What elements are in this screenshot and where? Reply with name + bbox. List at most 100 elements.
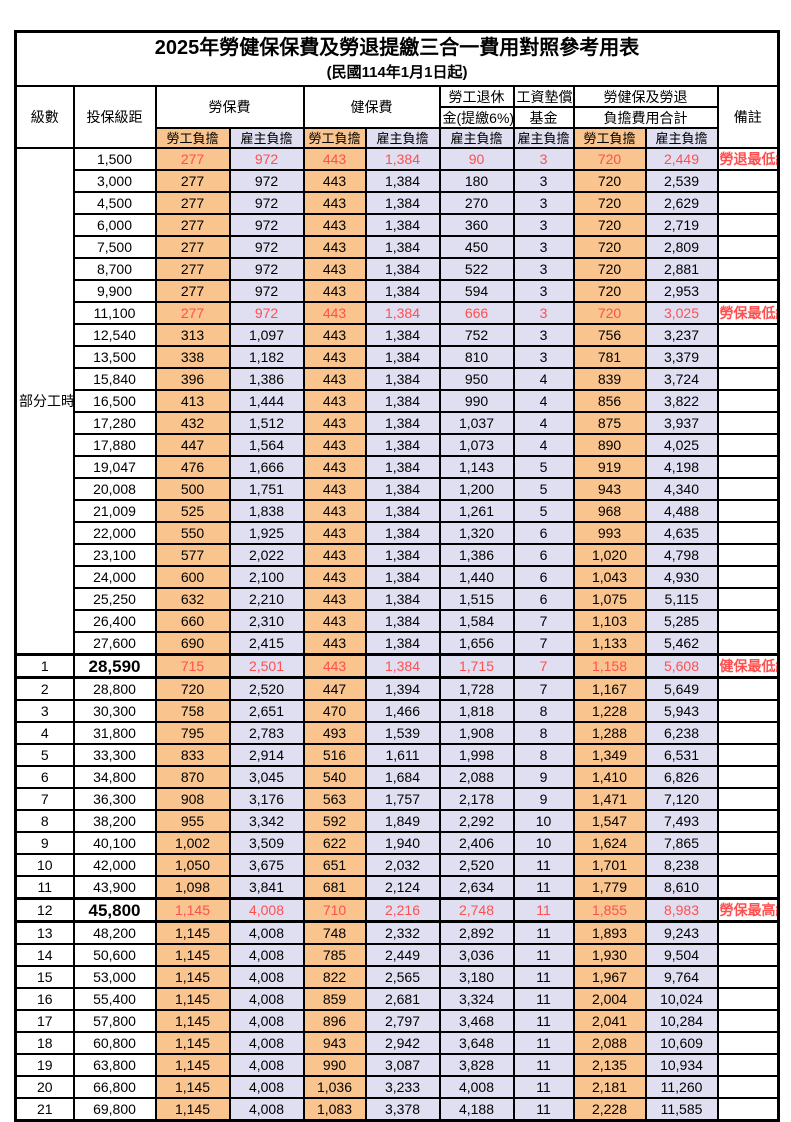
value-cell: 2,088 [438, 765, 515, 789]
value-cell: 1,701 [572, 853, 647, 877]
remark-cell [716, 411, 780, 435]
bracket-cell: 66,800 [72, 1075, 157, 1099]
value-cell: 748 [302, 920, 367, 945]
value-cell: 972 [228, 235, 305, 259]
bracket-cell: 50,600 [72, 943, 157, 967]
value-cell: 795 [154, 721, 231, 745]
table-row: 9 40,100 1,002 3,509 622 1,940 2,406 10 1,624 7,8… [14, 831, 780, 855]
value-cell: 3 [512, 323, 575, 347]
value-cell: 11 [512, 943, 575, 967]
value-cell: 443 [302, 543, 367, 567]
value-cell: 11 [512, 965, 575, 989]
value-cell: 2,228 [572, 1097, 647, 1122]
table-row: 21,009 525 1,838 443 1,384 1,261 5 968 4,488 [16, 499, 780, 523]
value-cell: 2,914 [228, 743, 305, 767]
page-subtitle: (民國114年1月1日起) [326, 64, 468, 81]
value-cell: 3,036 [438, 943, 515, 967]
value-cell: 720 [572, 169, 647, 193]
value-cell: 447 [154, 433, 231, 457]
value-cell: 4 [512, 411, 575, 435]
value-cell: 839 [572, 367, 647, 391]
value-cell: 90 [438, 147, 515, 171]
value-cell: 2,415 [228, 631, 305, 656]
subheader-pension-employer: 雇主負擔 [438, 127, 515, 149]
value-cell: 1,145 [154, 1053, 231, 1077]
remark-cell [716, 609, 780, 633]
value-cell: 690 [154, 631, 231, 656]
value-cell: 450 [438, 235, 515, 259]
value-cell: 1,384 [364, 477, 441, 501]
value-cell: 443 [302, 235, 367, 259]
table-row: 19 63,800 1,145 4,008 990 3,087 3,828 11 2,135 10… [14, 1053, 780, 1077]
value-cell: 2,681 [364, 987, 441, 1011]
remark-cell [716, 433, 780, 457]
value-cell: 1,384 [364, 609, 441, 633]
value-cell: 2,332 [364, 920, 441, 945]
level-cell: 21 [14, 1097, 75, 1122]
table-row: 12,540 313 1,097 443 1,384 752 3 756 3,237 [16, 323, 780, 347]
value-cell: 3,176 [228, 787, 305, 811]
subheader-total-worker: 勞工負擔 [572, 127, 647, 149]
value-cell: 10,024 [644, 987, 719, 1011]
table-row: 5 33,300 833 2,914 516 1,611 1,998 8 1,349 6,531 [14, 743, 780, 767]
value-cell: 943 [572, 477, 647, 501]
value-cell: 2,100 [228, 565, 305, 589]
value-cell: 1,050 [154, 853, 231, 877]
table-row: 3 30,300 758 2,651 470 1,466 1,818 8 1,228 5,943 [14, 699, 780, 723]
value-cell: 1,967 [572, 965, 647, 989]
value-cell: 2,135 [572, 1053, 647, 1077]
bracket-cell: 3,000 [72, 169, 157, 193]
value-cell: 396 [154, 367, 231, 391]
value-cell: 2,748 [438, 897, 515, 923]
premium-reference-table: 2025年勞健保保費及勞退提繳三合一費用對照參考用表 (民國114年1月1日起)… [14, 30, 781, 1122]
value-cell: 443 [302, 323, 367, 347]
level-cell: 10 [14, 853, 75, 877]
value-cell: 1,145 [154, 1009, 231, 1033]
value-cell: 7 [512, 676, 575, 701]
value-cell: 1,512 [228, 411, 305, 435]
value-cell: 550 [154, 521, 231, 545]
bracket-cell: 28,590 [72, 653, 157, 679]
value-cell: 2,310 [228, 609, 305, 633]
value-cell: 1,471 [572, 787, 647, 811]
value-cell: 870 [154, 765, 231, 789]
value-cell: 1,384 [364, 587, 441, 611]
remark-cell [716, 965, 780, 989]
value-cell: 1,384 [364, 653, 441, 679]
level-cell: 13 [14, 920, 75, 945]
value-cell: 632 [154, 587, 231, 611]
value-cell: 1,384 [364, 367, 441, 391]
value-cell: 443 [302, 279, 367, 303]
value-cell: 277 [154, 235, 231, 259]
value-cell: 1,145 [154, 920, 231, 945]
remark-cell [716, 765, 780, 789]
value-cell: 1,145 [154, 897, 231, 923]
value-cell: 5,115 [644, 587, 719, 611]
table-row: 4,500 277 972 443 1,384 270 3 720 2,629 [16, 191, 780, 215]
bracket-cell: 7,500 [72, 235, 157, 259]
value-cell: 1,849 [364, 809, 441, 833]
value-cell: 1,228 [572, 699, 647, 723]
value-cell: 5,649 [644, 676, 719, 701]
level-cell: 6 [14, 765, 75, 789]
remark-cell [716, 169, 780, 193]
table-row: 14 50,600 1,145 4,008 785 2,449 3,036 11 1,930 9,… [14, 943, 780, 967]
value-cell: 1,384 [364, 455, 441, 479]
value-cell: 476 [154, 455, 231, 479]
value-cell: 4 [512, 389, 575, 413]
col-header-pension-line2: 金(提繳6%) [438, 106, 515, 129]
col-header-health-insurance: 健保費 [302, 85, 441, 129]
bracket-cell: 42,000 [72, 853, 157, 877]
bracket-cell: 55,400 [72, 987, 157, 1011]
value-cell: 11 [512, 897, 575, 923]
page-title: 2025年勞健保保費及勞退提繳三合一費用對照參考用表 [154, 37, 640, 59]
value-cell: 1,002 [154, 831, 231, 855]
bracket-cell: 27,600 [72, 631, 157, 656]
value-cell: 1,757 [364, 787, 441, 811]
value-cell: 3,378 [364, 1097, 441, 1122]
value-cell: 4,008 [228, 1097, 305, 1122]
value-cell: 8,238 [644, 853, 719, 877]
value-cell: 4 [512, 433, 575, 457]
